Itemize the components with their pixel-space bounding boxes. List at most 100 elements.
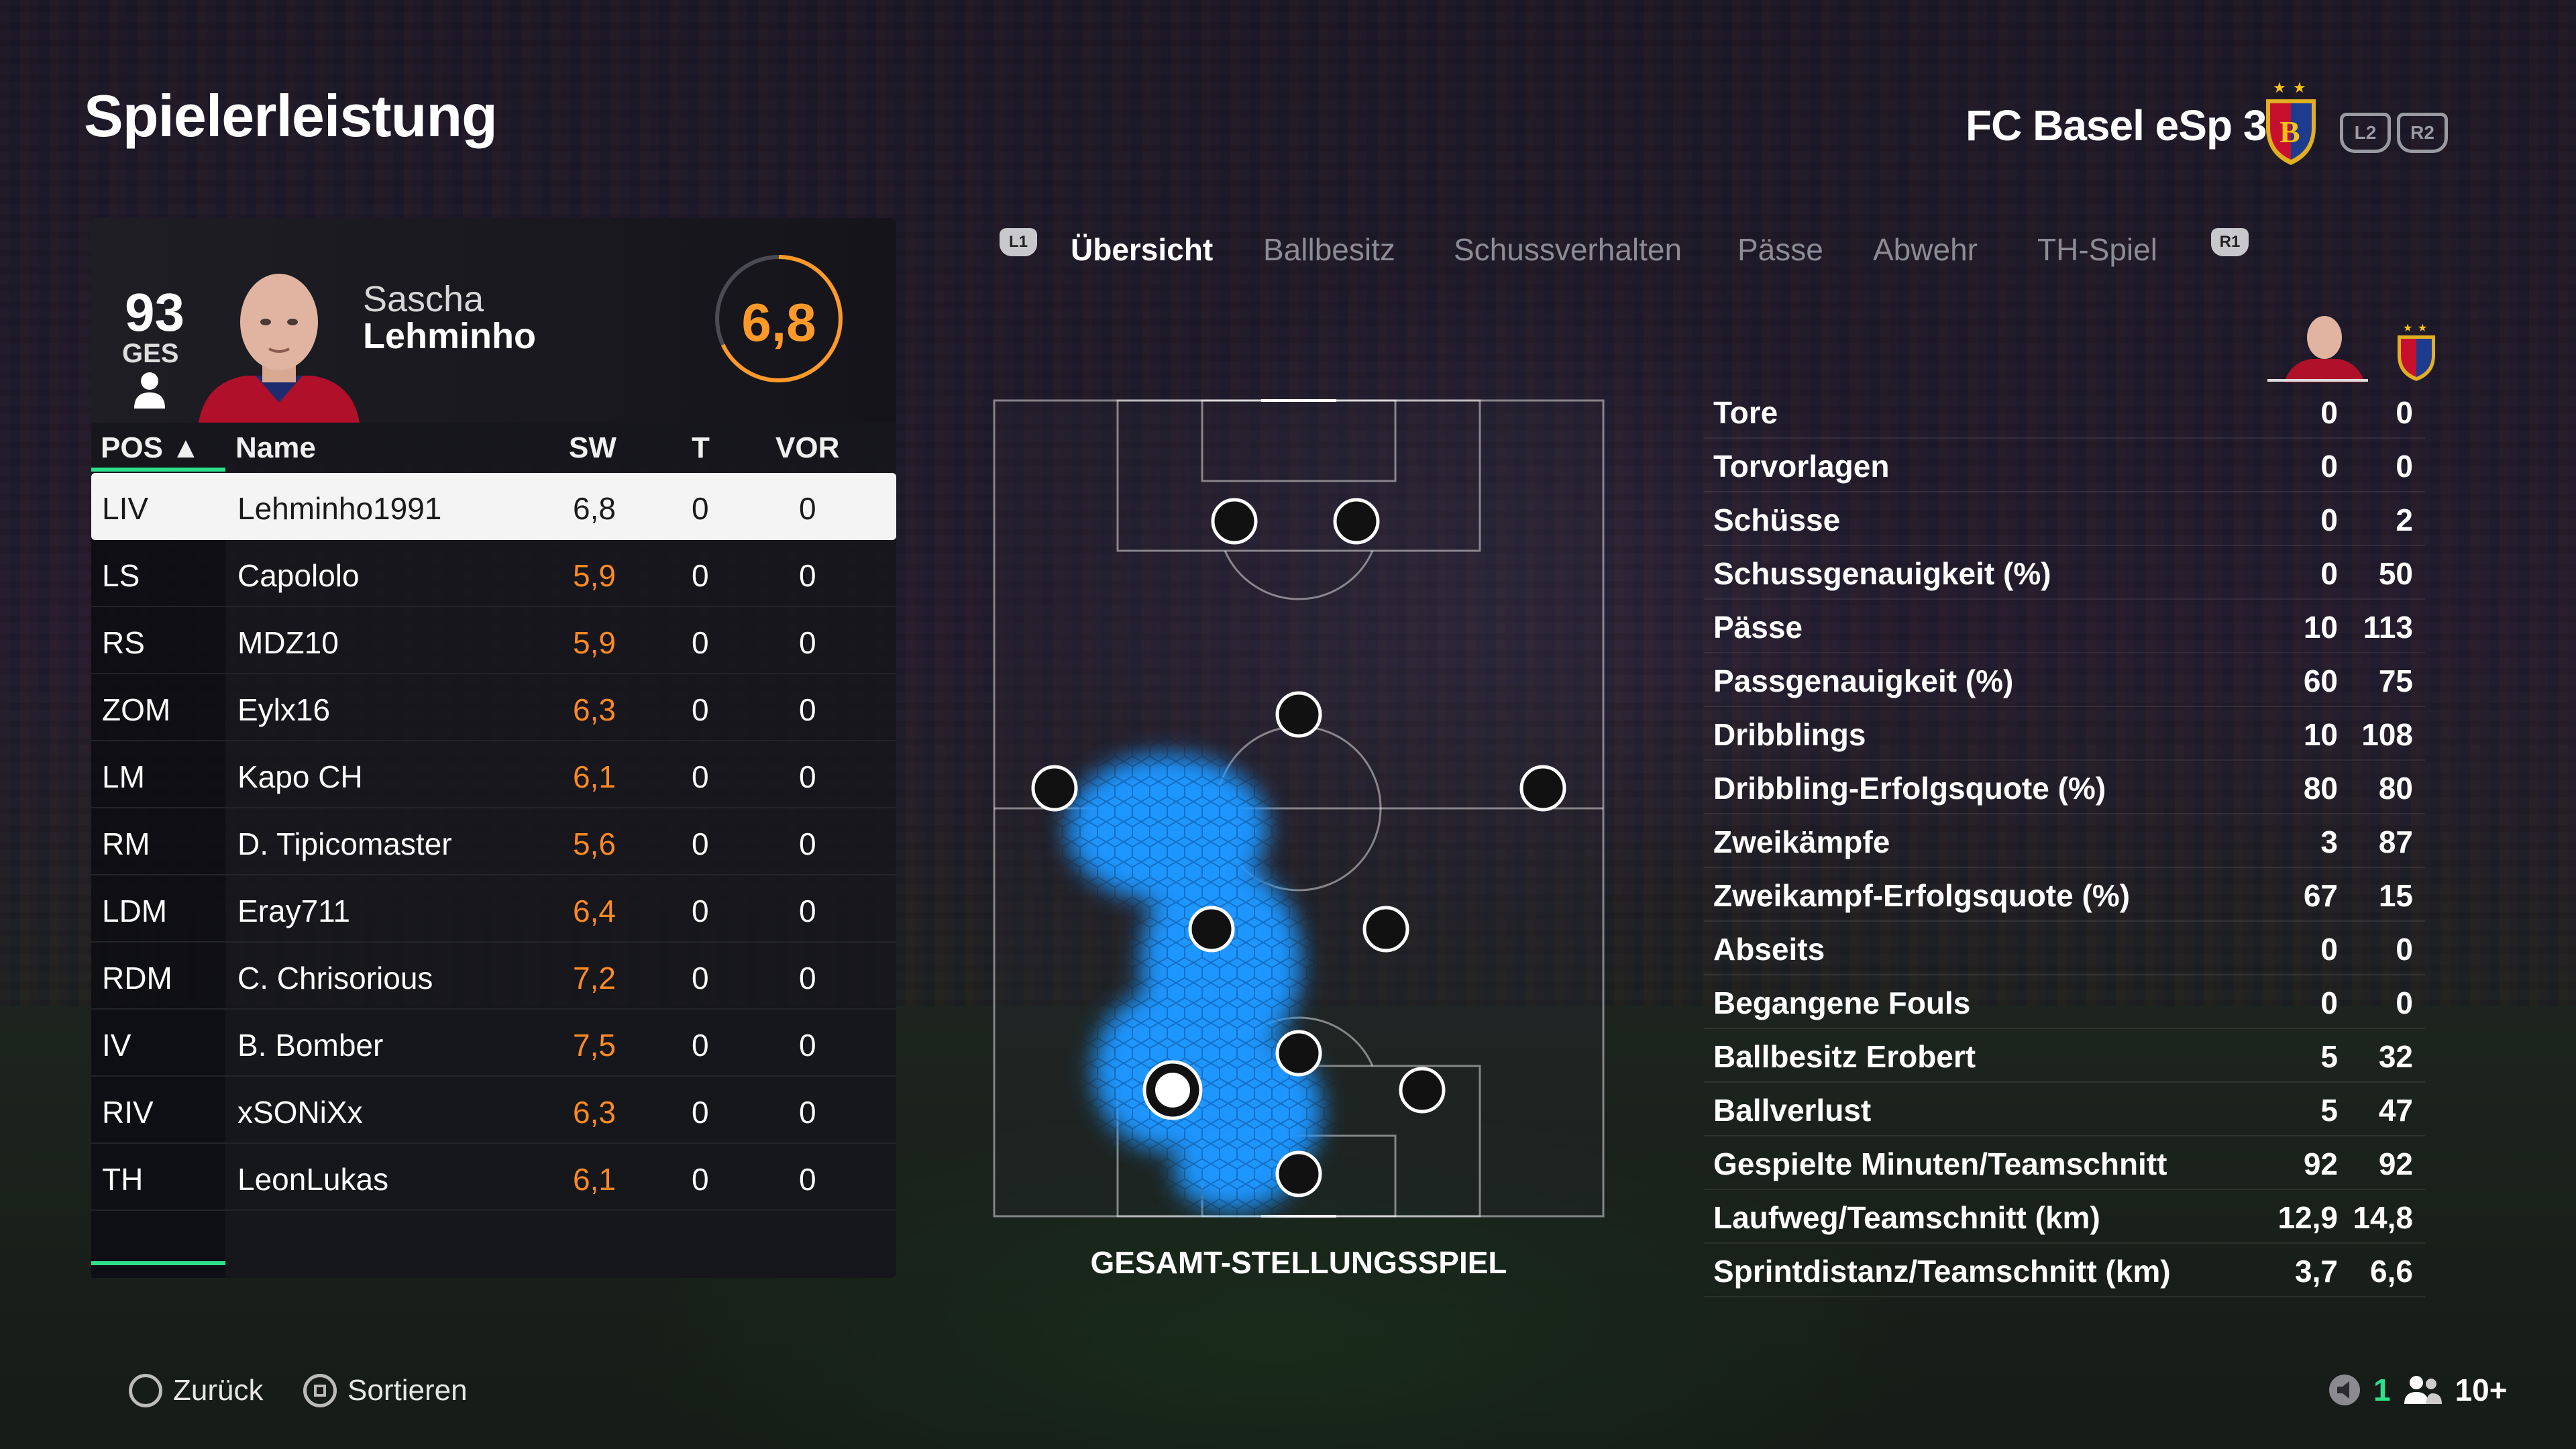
stat-row: Torvorlagen 0 0 (1704, 439, 2425, 492)
row-sw: 6,4 (573, 894, 616, 928)
stat-team-value: 14,8 (2353, 1200, 2413, 1235)
stat-team-value: 0 (2396, 932, 2413, 967)
tab-uebersicht[interactable]: Übersicht (1071, 232, 1214, 267)
stat-team-value: 75 (2378, 663, 2413, 698)
row-pos: RM (102, 826, 150, 861)
table-row[interactable]: LM Kapo CH 6,1 0 0 (91, 741, 896, 808)
stat-row: Zweikampf-Erfolgsquote (%) 67 15 (1704, 868, 2425, 922)
row-sw: 6,3 (573, 1095, 616, 1130)
stat-player-value: 10 (2303, 610, 2338, 645)
row-name: C. Chrisorious (237, 961, 433, 996)
row-name: Kapo CH (237, 759, 363, 794)
positioning-heatmap (993, 399, 1605, 1218)
stat-label: Zweikampf-Erfolgsquote (%) (1713, 878, 2131, 913)
column-header-name[interactable]: Name (235, 431, 316, 464)
stat-label: Dribblings (1713, 717, 1866, 752)
row-t: 0 (692, 1028, 709, 1063)
stat-team-value: 80 (2378, 771, 2413, 806)
table-row[interactable]: RS MDZ10 5,9 0 0 (91, 607, 896, 674)
row-name: MDZ10 (237, 625, 339, 660)
table-row[interactable]: ZOM Eylx16 6,3 0 0 (91, 674, 896, 741)
row-name: B. Bomber (237, 1028, 384, 1063)
row-t: 0 (692, 1095, 709, 1130)
sort-indicator (91, 468, 225, 472)
row-t: 0 (692, 961, 709, 996)
table-row[interactable]: RIV xSONiXx 6,3 0 0 (91, 1077, 896, 1144)
sort-button[interactable]: Sortieren (303, 1374, 468, 1407)
tab-ballbesitz[interactable]: Ballbesitz (1263, 232, 1395, 267)
column-header-vor[interactable]: VOR (775, 431, 840, 464)
table-row[interactable]: IV B. Bomber 7,5 0 0 (91, 1010, 896, 1077)
r2-trigger-icon[interactable]: R2 (2397, 113, 2448, 153)
stat-row: Zweikämpfe 3 87 (1704, 814, 2425, 868)
tab-schussverhalten[interactable]: Schussverhalten (1454, 232, 1682, 267)
row-t: 0 (692, 1162, 709, 1197)
row-name: LeonLukas (237, 1162, 389, 1197)
player-portrait (199, 274, 360, 423)
stat-player-value: 0 (2320, 932, 2338, 967)
table-row[interactable]: RM D. Tipicomaster 5,6 0 0 (91, 808, 896, 875)
row-sw: 5,9 (573, 558, 616, 593)
stat-row: Begangene Fouls 0 0 (1704, 975, 2425, 1029)
row-vor: 0 (799, 625, 816, 660)
stat-player-value: 10 (2303, 717, 2338, 752)
stat-row: Ballverlust 5 47 (1704, 1083, 2425, 1136)
stat-player-value: 0 (2320, 556, 2338, 591)
sort-label: Sortieren (347, 1374, 468, 1407)
row-t: 0 (692, 826, 709, 861)
column-header-sw[interactable]: SW (569, 431, 616, 464)
table-row[interactable]: TH LeonLukas 6,1 0 0 (91, 1144, 896, 1211)
row-vor: 0 (799, 1162, 816, 1197)
stat-player-value: 60 (2303, 663, 2338, 698)
column-header-pos[interactable]: POS ▲ (101, 431, 201, 464)
table-row[interactable]: LDM Eray711 6,4 0 0 (91, 875, 896, 943)
stat-player-value: 0 (2320, 502, 2338, 537)
tab-paesse[interactable]: Pässe (1737, 232, 1823, 267)
row-pos: ZOM (102, 692, 171, 727)
back-button[interactable]: Zurück (129, 1374, 263, 1407)
player-list-panel: 93 GES Sascha Lehminho 6,8 POS ▲ Name SW… (91, 218, 896, 1278)
players-count: 10+ (2455, 1373, 2508, 1407)
online-count: 1 (2373, 1373, 2391, 1407)
row-t: 0 (692, 558, 709, 593)
row-sw: 6,8 (573, 491, 616, 526)
table-row[interactable]: RDM C. Chrisorious 7,2 0 0 (91, 943, 896, 1010)
table-row[interactable]: LS Capololo 5,9 0 0 (91, 540, 896, 607)
tab-th-spiel[interactable]: TH-Spiel (2037, 232, 2157, 267)
row-pos: LIV (102, 491, 149, 526)
row-vor: 0 (799, 894, 816, 928)
stat-team-value: 92 (2378, 1146, 2413, 1181)
row-name: Eylx16 (237, 692, 331, 727)
l2-trigger-icon[interactable]: L2 (2340, 113, 2391, 153)
row-vor: 0 (799, 1095, 816, 1130)
svg-text:★: ★ (2403, 323, 2412, 334)
player-table: LIV Lehminho1991 6,8 0 0 LS Capololo 5,9 0 0 RS M… (91, 473, 896, 1278)
stat-row: Dribblings 10 108 (1704, 707, 2425, 761)
row-pos: RDM (102, 961, 172, 996)
player-mini-portrait (2284, 316, 2365, 382)
stats-table: Tore 0 0 Torvorlagen 0 0 Schüsse 0 2 Schussgen… (1704, 385, 2425, 1297)
table-row[interactable]: LIV Lehminho1991 6,8 0 0 (91, 473, 896, 540)
stat-label: Torvorlagen (1713, 449, 1890, 484)
l1-bumper-icon[interactable]: L1 (1000, 228, 1037, 256)
row-sw: 5,9 (573, 625, 616, 660)
stat-row: Pässe 10 113 (1704, 600, 2425, 653)
row-pos: TH (102, 1162, 144, 1197)
overall-label: GES (122, 339, 179, 368)
square-button-icon (303, 1374, 337, 1407)
stat-player-value: 3,7 (2295, 1254, 2338, 1289)
match-rating-value: 6,8 (741, 292, 816, 352)
row-sw: 7,5 (573, 1028, 616, 1063)
row-pos: LM (102, 759, 145, 794)
r1-bumper-icon[interactable]: R1 (2211, 228, 2249, 256)
row-vor: 0 (799, 1028, 816, 1063)
stat-label: Ballbesitz Erobert (1713, 1039, 1976, 1074)
row-t: 0 (692, 759, 709, 794)
stat-player-value: 0 (2320, 985, 2338, 1020)
column-header-t[interactable]: T (692, 431, 710, 464)
table-empty-row (91, 1211, 896, 1278)
svg-text:★: ★ (2273, 80, 2286, 96)
selected-player-header: 93 GES Sascha Lehminho 6,8 (91, 218, 896, 423)
svg-text:B: B (2279, 115, 2300, 149)
tab-abwehr[interactable]: Abwehr (1873, 232, 1978, 267)
